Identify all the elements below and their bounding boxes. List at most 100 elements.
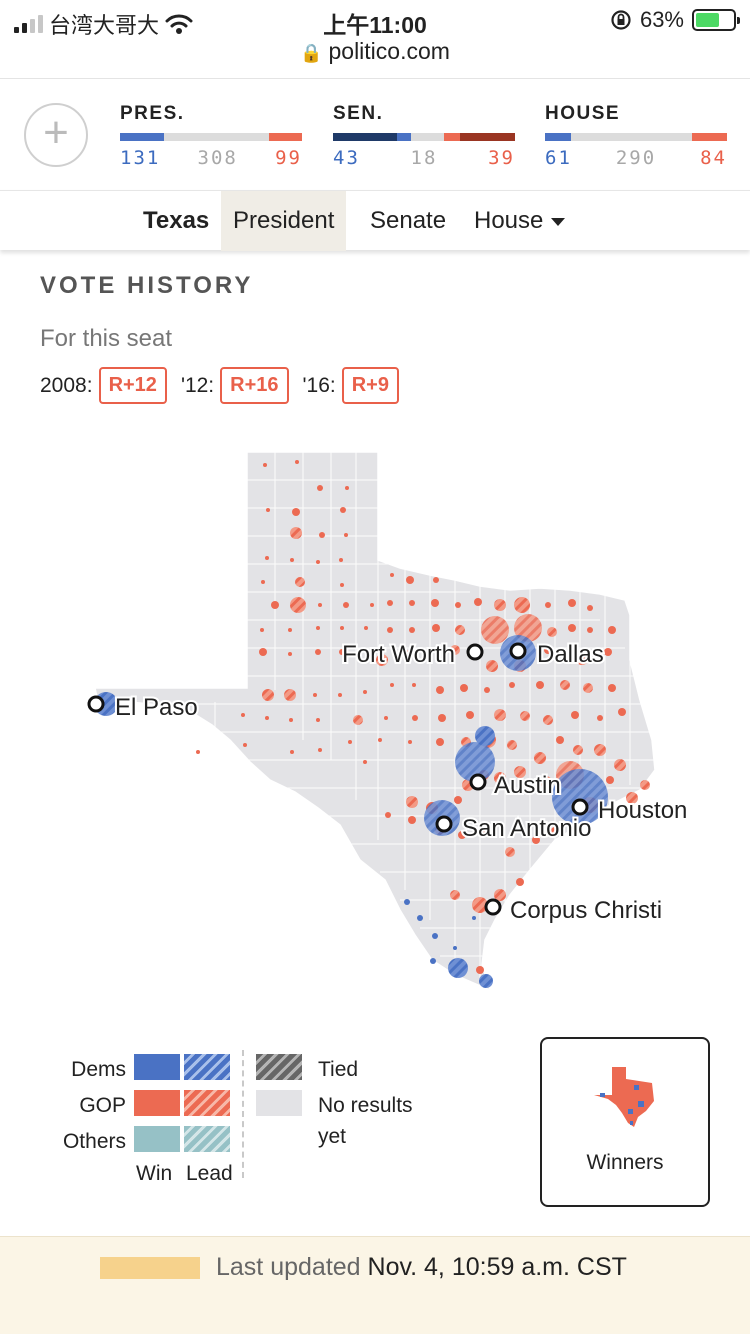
county-marker-gop[interactable] (265, 556, 269, 560)
county-marker-gop[interactable] (514, 597, 530, 613)
county-marker-gop[interactable] (318, 603, 322, 607)
county-marker-gop[interactable] (363, 690, 367, 694)
county-marker-gop[interactable] (295, 577, 305, 587)
county-marker-gop[interactable] (348, 740, 352, 744)
county-marker-gop[interactable] (345, 486, 349, 490)
county-marker-gop[interactable] (476, 966, 484, 974)
county-marker-gop[interactable] (455, 625, 465, 635)
county-marker-gop[interactable] (587, 605, 593, 611)
county-marker-gop[interactable] (265, 716, 269, 720)
county-marker-gop[interactable] (550, 827, 560, 837)
county-marker-gop[interactable] (271, 601, 279, 609)
county-marker-gop[interactable] (408, 740, 412, 744)
county-marker-dem[interactable] (552, 769, 608, 825)
county-marker-gop[interactable] (387, 600, 393, 606)
county-marker-gop[interactable] (544, 646, 552, 654)
county-marker-gop[interactable] (376, 654, 388, 666)
county-marker-gop[interactable] (494, 772, 506, 784)
county-marker-gop[interactable] (196, 750, 200, 754)
winners-button[interactable]: Winners (540, 1037, 710, 1207)
county-marker-gop[interactable] (262, 689, 274, 701)
county-marker-gop[interactable] (338, 693, 342, 697)
county-marker-gop[interactable] (318, 748, 322, 752)
county-marker-gop[interactable] (243, 743, 247, 747)
county-marker-gop[interactable] (545, 602, 551, 608)
county-marker-gop[interactable] (402, 649, 408, 655)
county-marker-gop[interactable] (409, 627, 415, 633)
county-marker-gop[interactable] (263, 463, 267, 467)
county-marker-gop[interactable] (339, 558, 343, 562)
county-marker-gop[interactable] (390, 573, 394, 577)
county-marker-dem[interactable] (475, 726, 495, 746)
county-marker-gop[interactable] (390, 683, 394, 687)
county-marker-gop[interactable] (618, 708, 626, 716)
tab-senate[interactable]: Senate (370, 207, 447, 234)
county-marker-gop[interactable] (432, 624, 440, 632)
county-marker-gop[interactable] (288, 628, 292, 632)
tab-state[interactable]: Texas (143, 207, 210, 234)
county-marker-dem[interactable] (417, 915, 423, 921)
county-marker-gop[interactable] (560, 680, 570, 690)
county-marker-dem[interactable] (472, 916, 476, 920)
county-marker-gop[interactable] (290, 558, 294, 562)
county-marker-gop[interactable] (387, 627, 393, 633)
county-marker-gop[interactable] (316, 718, 320, 722)
county-marker-gop[interactable] (261, 580, 265, 584)
county-marker-gop[interactable] (640, 780, 650, 790)
county-marker-gop[interactable] (494, 709, 506, 721)
county-marker-gop[interactable] (483, 825, 493, 835)
county-marker-gop[interactable] (454, 796, 462, 804)
county-marker-gop[interactable] (344, 533, 348, 537)
county-marker-dem[interactable] (448, 958, 468, 978)
county-marker-gop[interactable] (486, 660, 498, 672)
county-marker-gop[interactable] (583, 683, 593, 693)
county-marker-gop[interactable] (436, 686, 444, 694)
county-marker-gop[interactable] (614, 759, 626, 771)
county-marker-gop[interactable] (259, 648, 267, 656)
county-marker-gop[interactable] (316, 626, 320, 630)
county-marker-gop[interactable] (409, 600, 415, 606)
county-marker-gop[interactable] (509, 682, 515, 688)
county-marker-dem[interactable] (432, 933, 438, 939)
county-marker-gop[interactable] (514, 614, 542, 642)
race-senate[interactable]: SEN. 43 18 39 (333, 103, 515, 169)
county-marker-gop[interactable] (353, 715, 363, 725)
county-marker-gop[interactable] (536, 681, 544, 689)
county-marker-gop[interactable] (315, 649, 321, 655)
county-marker-gop[interactable] (604, 648, 612, 656)
county-marker-gop[interactable] (516, 878, 524, 886)
county-marker-gop[interactable] (534, 752, 546, 764)
county-marker-gop[interactable] (540, 776, 552, 788)
texas-county-map[interactable]: Fort Worth Dallas El Paso Austin Houston San … (0, 440, 750, 1030)
county-marker-gop[interactable] (494, 889, 506, 901)
county-marker-gop[interactable] (433, 577, 439, 583)
county-marker-gop[interactable] (241, 713, 245, 717)
county-marker-gop[interactable] (384, 716, 388, 720)
county-marker-gop[interactable] (438, 714, 446, 722)
county-marker-gop[interactable] (520, 711, 530, 721)
county-marker-gop[interactable] (290, 597, 306, 613)
county-marker-gop[interactable] (532, 836, 540, 844)
county-marker-gop[interactable] (626, 792, 638, 804)
county-marker-gop[interactable] (450, 890, 460, 900)
county-marker-gop[interactable] (363, 760, 367, 764)
county-marker-gop[interactable] (406, 796, 418, 808)
county-marker-gop[interactable] (292, 508, 300, 516)
county-marker-gop[interactable] (568, 624, 576, 632)
county-marker-gop[interactable] (472, 897, 488, 913)
county-marker-gop[interactable] (458, 831, 466, 839)
county-marker-dem[interactable] (430, 958, 436, 964)
county-marker-gop[interactable] (494, 599, 506, 611)
county-marker-gop[interactable] (385, 812, 391, 818)
county-marker-gop[interactable] (484, 687, 490, 693)
county-marker-gop[interactable] (474, 598, 482, 606)
county-marker-gop[interactable] (606, 776, 614, 784)
race-house[interactable]: HOUSE 61 290 84 (545, 103, 727, 169)
county-marker-gop[interactable] (284, 689, 296, 701)
county-marker-gop[interactable] (547, 627, 557, 637)
county-marker-gop[interactable] (460, 684, 468, 692)
county-marker-gop[interactable] (514, 766, 526, 778)
county-marker-gop[interactable] (289, 718, 293, 722)
county-marker-gop[interactable] (313, 693, 317, 697)
county-marker-gop[interactable] (556, 736, 564, 744)
